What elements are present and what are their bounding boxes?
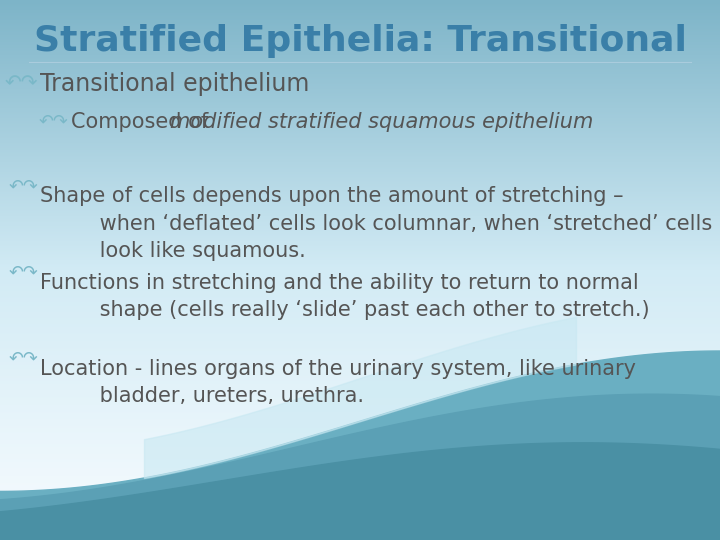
Text: modified stratified squamous epithelium: modified stratified squamous epithelium	[170, 111, 593, 132]
Text: ↶↷: ↶↷	[9, 350, 38, 368]
Text: ↶↷: ↶↷	[9, 264, 38, 282]
Text: Stratified Epithelia: Transitional: Stratified Epithelia: Transitional	[34, 24, 686, 57]
Text: Shape of cells depends upon the amount of stretching –
         when ‘deflated’ : Shape of cells depends upon the amount o…	[40, 186, 713, 261]
Text: ↶↷: ↶↷	[39, 112, 68, 131]
Text: ↶↷: ↶↷	[4, 74, 38, 93]
Text: Transitional epithelium: Transitional epithelium	[40, 72, 310, 96]
Text: Composed of: Composed of	[71, 111, 215, 132]
Text: Location - lines organs of the urinary system, like urinary
         bladder, ur: Location - lines organs of the urinary s…	[40, 359, 636, 406]
Text: Functions in stretching and the ability to return to normal
         shape (cell: Functions in stretching and the ability …	[40, 273, 650, 320]
Text: ↶↷: ↶↷	[9, 177, 38, 195]
